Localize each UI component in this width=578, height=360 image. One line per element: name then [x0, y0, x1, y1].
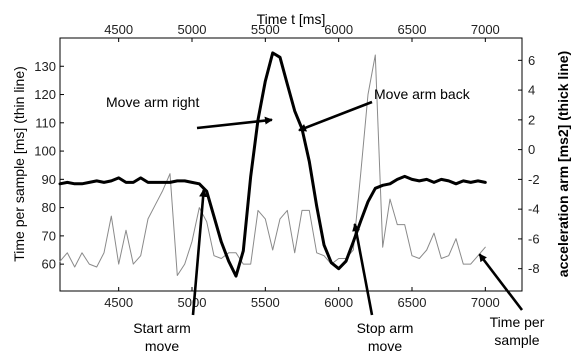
stop-arm-move-label: move [368, 338, 402, 354]
start-arm-move-arrow [191, 188, 208, 316]
stop-arm-move-label: Stop arm [357, 320, 414, 336]
time-per-sample-series-line [59, 54, 486, 276]
x-tick-label-top: 5500 [251, 22, 280, 37]
x-tick-label-top: 5000 [178, 22, 207, 37]
y-right-tick-label: 4 [528, 83, 535, 98]
start-arm-move-label: Start arm [133, 320, 191, 336]
y-left-tick-label: 90 [42, 172, 56, 187]
time-per-sample-label: sample [494, 332, 539, 348]
stop-arm-move-arrow [352, 223, 374, 316]
y-left-tick-label: 70 [42, 228, 56, 243]
y-right-tick-label: -8 [528, 261, 540, 276]
x-tick-label-top: 6000 [324, 22, 353, 37]
y-left-tick-label: 130 [34, 59, 56, 74]
x-tick-label-bottom: 5500 [251, 295, 280, 310]
top-axis-title: Time t [ms] [257, 11, 326, 27]
start-arm-move-label: move [145, 338, 179, 354]
x-tick-label-bottom: 6500 [398, 295, 427, 310]
x-tick-label-top: 6500 [398, 22, 427, 37]
y-right-tick-label: 6 [528, 53, 535, 68]
left-axis-title: Time per sample [ms] (thin line) [11, 66, 27, 262]
move-arm-right-arrow [196, 116, 273, 130]
y-left-tick-label: 80 [42, 200, 56, 215]
plot-frame [59, 37, 523, 292]
time-per-sample-label: Time per [490, 314, 545, 330]
time-per-sample-arrow [478, 253, 524, 311]
y-right-tick-label: -2 [528, 172, 540, 187]
x-tick-label-bottom: 4500 [104, 295, 133, 310]
y-left-tick-label: 100 [34, 144, 56, 159]
x-tick-label-top: 4500 [104, 22, 133, 37]
acceleration-series-line [58, 51, 487, 278]
axis-ticks: 4500 4500 5000 5000 5500 5500 6000 6000 6500 6500… [34, 22, 539, 310]
series-layer [58, 51, 487, 278]
y-left-tick-label: 120 [34, 87, 56, 102]
move-arm-back-label: Move arm back [374, 86, 471, 102]
x-tick-label-bottom: 7000 [471, 295, 500, 310]
annotation-layer: Move arm right Move arm back Start arm move… [106, 86, 545, 354]
move-arm-back-arrow [298, 100, 373, 132]
y-right-tick-label: 0 [528, 142, 535, 157]
right-axis-title: acceleration arm [ms2] (thick line) [555, 51, 571, 277]
x-tick-label-top: 7000 [471, 22, 500, 37]
y-right-tick-label: -6 [528, 231, 540, 246]
y-right-tick-label: -4 [528, 202, 540, 217]
move-arm-right-label: Move arm right [106, 94, 199, 110]
x-tick-label-bottom: 5000 [178, 295, 207, 310]
y-left-tick-label: 110 [35, 115, 56, 130]
x-tick-label-bottom: 6000 [324, 295, 353, 310]
y-right-tick-label: 2 [528, 112, 535, 127]
y-left-tick-label: 60 [42, 257, 56, 272]
